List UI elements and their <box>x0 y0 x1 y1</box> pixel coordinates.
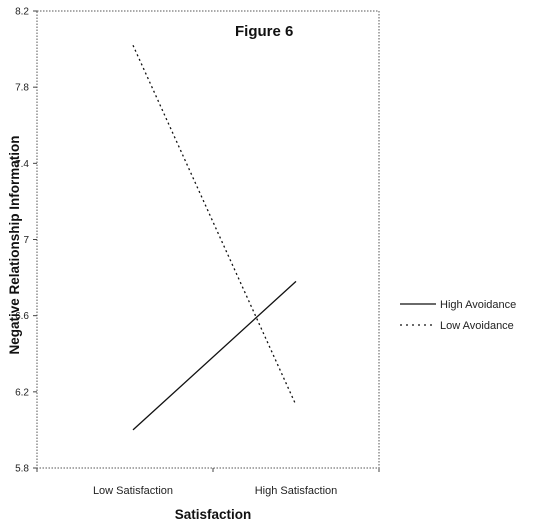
series-line-low-avoidance <box>132 45 297 406</box>
series-line-high-avoidance <box>132 280 297 431</box>
series-lines <box>132 45 297 431</box>
legend-label-high-avoidance: High Avoidance <box>440 299 516 311</box>
y-tick-label: 8.2 <box>15 7 29 18</box>
y-tick-label: 6.2 <box>15 387 29 398</box>
x-tick-label: High Satisfaction <box>255 485 338 497</box>
y-axis-title: Negative Relationship Information <box>7 135 22 354</box>
x-axis-ticks: Low Satisfaction High Satisfaction <box>36 468 380 497</box>
y-tick-label: 7.4 <box>15 159 29 170</box>
legend-label-low-avoidance: Low Avoidance <box>440 320 514 332</box>
legend: High Avoidance Low Avoidance <box>400 299 516 332</box>
x-axis-title: Satisfaction <box>175 507 252 522</box>
y-tick-label: 6.6 <box>15 311 29 322</box>
plot-area-frame <box>36 10 380 469</box>
y-tick-label: 7.8 <box>15 83 29 94</box>
x-tick-label: Low Satisfaction <box>93 485 173 497</box>
y-tick-label: 5.8 <box>15 464 29 475</box>
chart-title: Figure 6 <box>235 23 293 40</box>
y-axis-ticks: 5.8 6.2 6.6 7 7.4 7.8 8.2 <box>15 7 37 475</box>
y-tick-label: 7 <box>23 235 29 246</box>
